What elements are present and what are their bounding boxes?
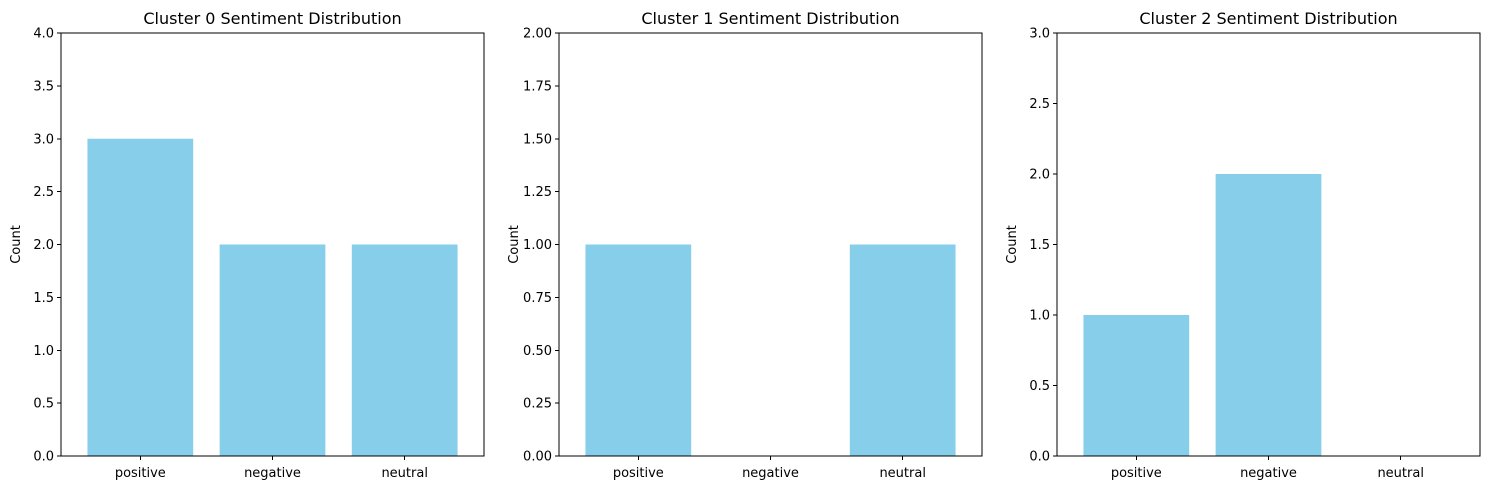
chart-title: Cluster 2 Sentiment Distribution [1139,9,1397,28]
chart-title: Cluster 0 Sentiment Distribution [143,9,401,28]
y-tick-label: 0.0 [33,450,54,465]
x-tick-label: neutral [1377,466,1424,481]
y-tick-label: 0.25 [523,397,552,412]
x-tick-label: positive [613,466,664,481]
bar-negative [219,244,326,456]
y-tick-label: 0.0 [1029,450,1050,465]
chart-title: Cluster 1 Sentiment Distribution [641,9,899,28]
y-tick-label: 2.5 [1029,97,1050,112]
bar-positive [585,244,692,456]
y-tick-label: 1.25 [523,185,552,200]
chart-panel-0: positive negative neutral 0.0 0.5 1.0 1.5 2.0 2.… [9,9,485,481]
y-tick-label: 0.5 [33,397,54,412]
bar-positive [87,138,194,456]
y-tick-label: 1.0 [1029,309,1050,324]
bar-neutral [849,244,956,456]
y-tick-label: 3.0 [1029,27,1050,42]
y-tick-label: 0.00 [523,450,552,465]
axes-frame [558,32,983,457]
y-tick-label: 0.75 [523,291,552,306]
chart-panel-1: positive negative neutral 0.00 0.25 0.50 0.75 1… [507,9,983,481]
y-tick-label: 1.75 [523,79,552,94]
y-tick-label: 1.50 [523,132,552,147]
y-tick-label: 3.0 [33,132,54,147]
x-tick-label: positive [1111,466,1162,481]
y-tick-label: 3.5 [33,79,54,94]
x-tick-label: neutral [381,466,428,481]
y-tick-label: 1.00 [523,238,552,253]
y-tick-label: 2.0 [1029,168,1050,183]
y-tick-label: 2.00 [523,27,552,42]
y-tick-label: 0.50 [523,344,552,359]
y-tick-label: 2.5 [33,185,54,200]
x-tick-label: negative [244,466,301,481]
y-tick-label: 2.0 [33,238,54,253]
chart-panel-2: positive negative neutral 0.0 0.5 1.0 1.5 2.0 2.… [1005,9,1481,481]
axes-frame [1056,32,1481,457]
y-axis-label: Count [9,225,24,264]
y-tick-label: 4.0 [33,27,54,42]
x-tick-label: neutral [879,466,926,481]
axes-frame [60,32,485,457]
y-tick-label: 1.5 [1029,238,1050,253]
bar-negative [1215,174,1322,456]
x-tick-label: negative [1240,466,1297,481]
bar-positive [1083,315,1190,456]
y-tick-label: 1.0 [33,344,54,359]
y-axis-label: Count [1005,225,1020,264]
bar-neutral [351,244,458,456]
x-tick-label: negative [742,466,799,481]
y-tick-label: 0.5 [1029,379,1050,394]
y-axis-label: Count [507,225,522,264]
x-tick-label: positive [115,466,166,481]
y-tick-label: 1.5 [33,291,54,306]
